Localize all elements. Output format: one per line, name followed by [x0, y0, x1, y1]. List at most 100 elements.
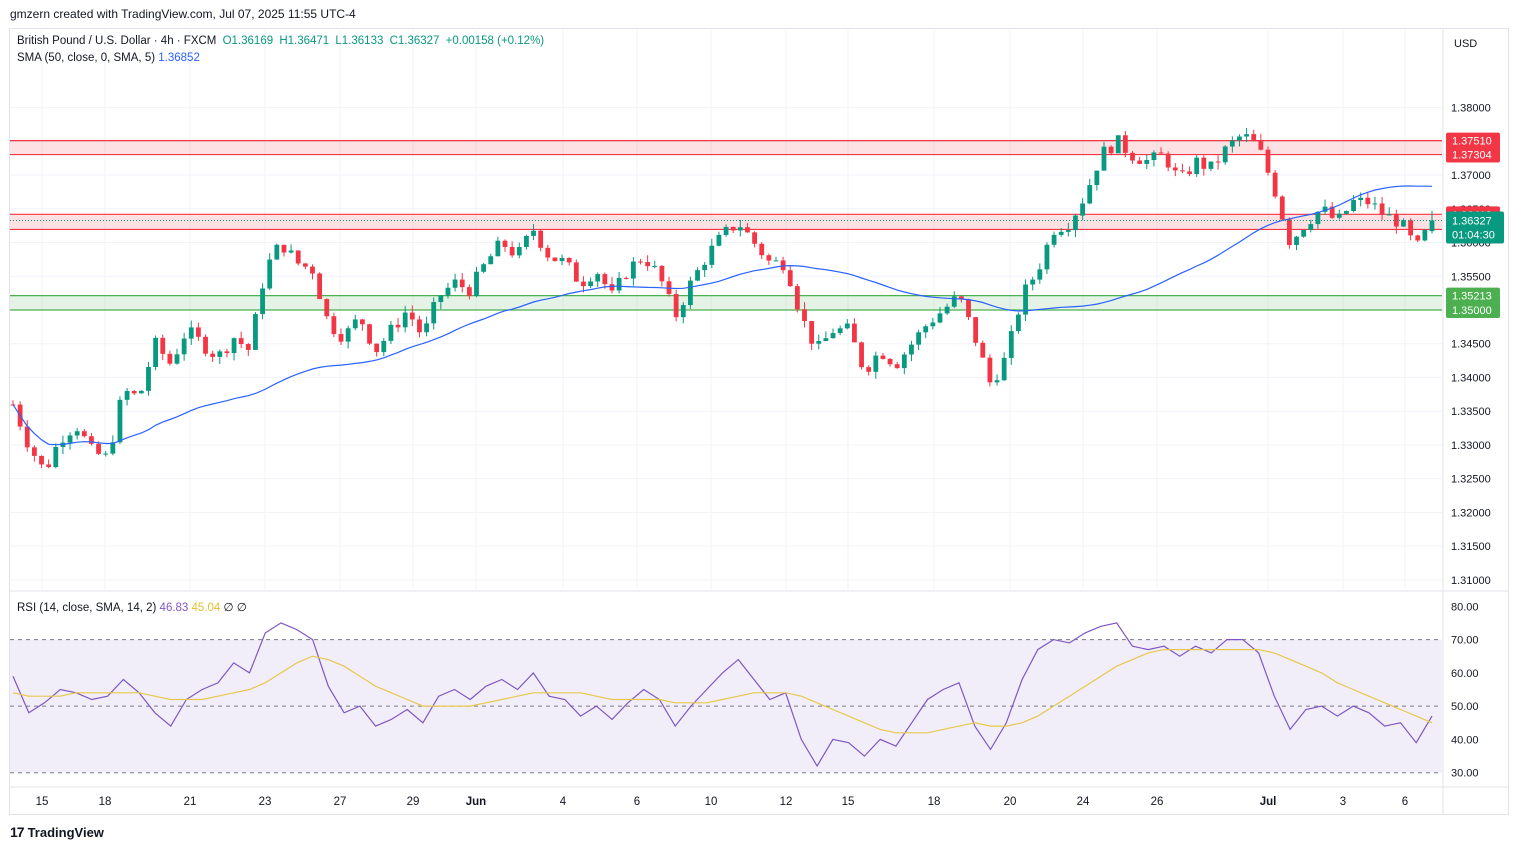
- time-tick: 6: [634, 796, 640, 808]
- close-value: C1.36327: [389, 35, 440, 47]
- candle-body: [1379, 203, 1385, 215]
- candle-body: [752, 232, 757, 244]
- zone-price-label: 1.37510: [1452, 136, 1492, 148]
- candle-body: [481, 264, 487, 272]
- candle-body: [253, 314, 258, 350]
- candle-body: [53, 446, 59, 468]
- symbol-label[interactable]: British Pound / U.S. Dollar · 4h · FXCM: [17, 35, 217, 47]
- time-tick: 6: [1402, 796, 1408, 808]
- candle-body: [381, 340, 387, 353]
- candle-body: [1122, 135, 1128, 153]
- candle-body: [1130, 152, 1135, 161]
- candle-body: [866, 367, 872, 372]
- candle-body: [181, 338, 187, 355]
- time-tick: 29: [407, 796, 420, 808]
- candle-body: [502, 240, 508, 247]
- candle-body: [1144, 160, 1150, 164]
- rsi-tick: 30.00: [1451, 768, 1479, 780]
- candle-body: [630, 261, 636, 279]
- rsi-tick: 60.00: [1451, 668, 1479, 680]
- rsi-label[interactable]: RSI (14, close, SMA, 14, 2): [17, 602, 157, 614]
- zone-price-label: 1.35000: [1452, 305, 1492, 317]
- candle-body: [873, 355, 879, 372]
- candle-body: [1229, 140, 1235, 147]
- candle-body: [916, 332, 921, 345]
- sma-label[interactable]: SMA (50, close, 0, SMA, 5): [17, 52, 156, 64]
- rsi-extra: ∅ ∅: [223, 602, 247, 614]
- candle-body: [1294, 236, 1299, 246]
- candle-body: [474, 271, 479, 297]
- candle-body: [452, 279, 458, 288]
- candle-body: [980, 342, 986, 358]
- high-value: H1.36471: [279, 35, 330, 47]
- price-tick: 1.33000: [1451, 440, 1491, 452]
- candle-body: [1137, 160, 1143, 164]
- candle-body: [331, 316, 337, 335]
- time-tick: Jun: [466, 796, 486, 808]
- candle-body: [516, 246, 522, 256]
- sma-value: 1.36852: [158, 52, 200, 64]
- candle-body: [24, 426, 30, 448]
- candle-body: [1315, 211, 1321, 225]
- candle-body: [1429, 220, 1435, 232]
- candle-body: [1194, 157, 1200, 175]
- candle-body: [1208, 161, 1214, 169]
- candle-body: [1108, 146, 1114, 154]
- candle-body: [495, 240, 501, 257]
- candle-body: [923, 326, 929, 333]
- candle-body: [1115, 135, 1121, 154]
- candle-body: [652, 265, 658, 267]
- candle-body: [324, 299, 330, 317]
- price-tick: 1.31000: [1451, 575, 1491, 587]
- candle-body: [730, 226, 736, 231]
- rsi-legend: RSI (14, close, SMA, 14, 2) 46.83 45.04 …: [17, 600, 247, 614]
- zone-price-label: 1.37304: [1452, 150, 1492, 162]
- candle-body: [238, 338, 244, 345]
- candle-body: [1301, 229, 1307, 237]
- candle-body: [1151, 152, 1157, 161]
- price-tick: 1.31500: [1451, 541, 1491, 553]
- last-price-label-bg: [1446, 211, 1504, 244]
- zone-2: [10, 295, 1442, 310]
- candle-body: [573, 262, 579, 282]
- price-tick: 1.37000: [1451, 170, 1491, 182]
- candle-body: [809, 320, 815, 344]
- candle-body: [374, 343, 380, 353]
- candle-body: [837, 328, 843, 334]
- candle-body: [1215, 161, 1221, 163]
- zone-price-label-bg: [1446, 287, 1500, 304]
- candle-body: [880, 355, 886, 359]
- currency-selector[interactable]: USD: [1454, 38, 1478, 50]
- candle-body: [210, 353, 216, 357]
- candle-body: [1087, 185, 1093, 204]
- candle-body: [973, 317, 979, 343]
- candle-body: [894, 364, 900, 369]
- candle-body: [1308, 224, 1314, 230]
- candle-body: [67, 435, 73, 443]
- candle-body: [673, 294, 679, 318]
- candle-body: [302, 263, 308, 267]
- candle-body: [716, 234, 722, 246]
- candle-body: [766, 255, 772, 261]
- candle-body: [146, 367, 151, 391]
- candle-body: [1422, 230, 1428, 241]
- candle-body: [438, 295, 444, 303]
- zone-price-label-bg: [1446, 302, 1500, 318]
- candle-body: [1016, 314, 1021, 332]
- candle-body: [124, 391, 130, 400]
- candle-body: [524, 235, 529, 247]
- candle-body: [153, 337, 159, 368]
- candle-body: [538, 230, 544, 248]
- candle-body: [1358, 197, 1364, 201]
- candle-body: [1386, 214, 1392, 216]
- candle-body: [859, 342, 864, 368]
- time-tick: 23: [259, 796, 272, 808]
- time-tick: 21: [184, 796, 197, 808]
- candle-body: [1201, 157, 1207, 169]
- candle-body: [46, 464, 52, 468]
- candle-body: [131, 391, 137, 394]
- candle-body: [1080, 203, 1085, 216]
- rsi-ma-value: 45.04: [191, 602, 221, 614]
- candle-body: [994, 380, 1000, 383]
